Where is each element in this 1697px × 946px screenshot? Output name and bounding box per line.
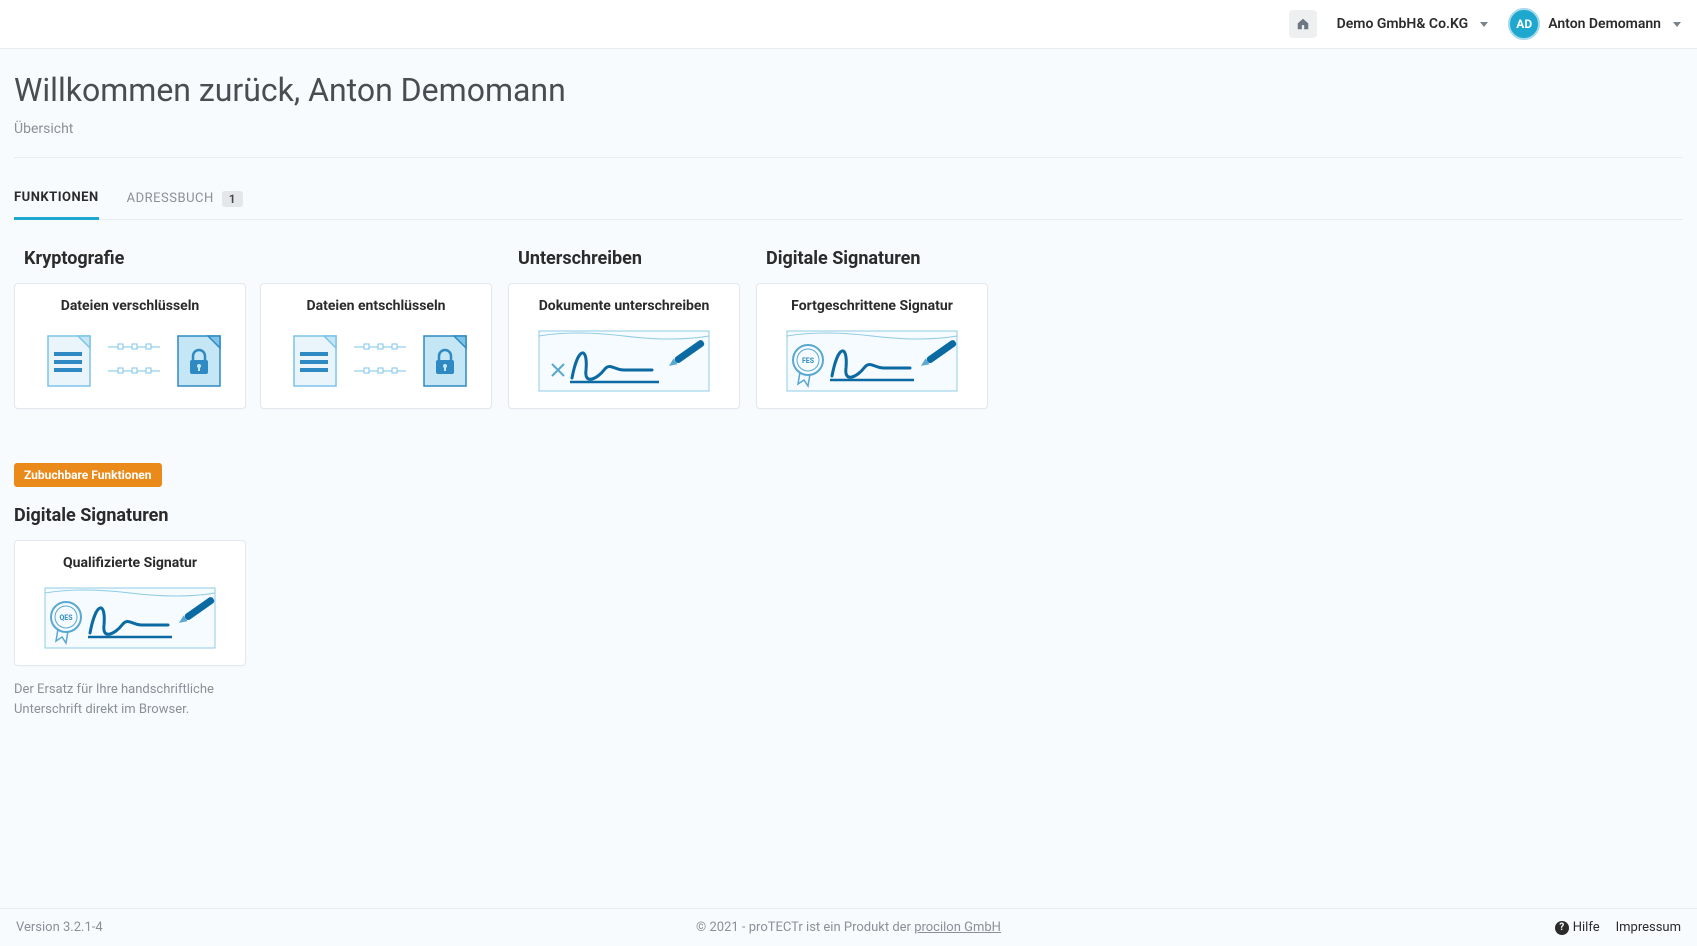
impressum-link[interactable]: Impressum (1616, 920, 1681, 935)
avatar-initials: AD (1516, 17, 1532, 31)
card-sign-document[interactable]: Dokumente unterschreiben (508, 283, 740, 409)
card-description: Der Ersatz für Ihre handschriftliche Unt… (14, 680, 246, 719)
version-text: Version 3.2.1-4 (16, 920, 103, 935)
section-digitale-signaturen: Digitale Signaturen Fortgeschrittene Sig… (756, 248, 988, 409)
card-title: Dokumente unterschreiben (539, 298, 710, 314)
user-dropdown[interactable]: AD Anton Demomann (1508, 8, 1681, 40)
help-label: Hilfe (1573, 920, 1600, 935)
tab-badge: 1 (222, 191, 243, 207)
page-subtitle: Übersicht (14, 121, 1683, 158)
tab-adressbuch[interactable]: ADRESSBUCH 1 (127, 178, 243, 219)
decrypt-icon (276, 326, 476, 396)
home-button[interactable] (1289, 10, 1317, 38)
card-title: Dateien verschlüsseln (61, 298, 200, 314)
section-title: Unterschreiben (508, 248, 740, 269)
tab-bar: FUNKTIONEN ADRESSBUCH 1 (14, 178, 1683, 220)
svg-text:FES: FES (802, 357, 815, 365)
organization-name: Demo GmbH& Co.KG (1337, 16, 1469, 32)
section-kryptografie: Kryptografie Dateien verschlüsseln (14, 248, 492, 409)
section-title: Digitale Signaturen (14, 505, 1683, 526)
help-icon: ? (1555, 921, 1569, 935)
card-encrypt[interactable]: Dateien verschlüsseln (14, 283, 246, 409)
footer: Version 3.2.1-4 © 2021 - proTECTr ist ei… (0, 908, 1697, 946)
bookable-badge: Zubuchbare Funktionen (14, 463, 162, 487)
section-title: Digitale Signaturen (756, 248, 988, 269)
home-icon (1296, 17, 1310, 31)
chevron-down-icon (1480, 22, 1488, 27)
copyright-text: © 2021 - proTECTr ist ein Produkt der pr… (696, 920, 1001, 935)
top-bar: Demo GmbH& Co.KG AD Anton Demomann (0, 0, 1697, 49)
main-content: Willkommen zurück, Anton Demomann Übersi… (0, 49, 1697, 799)
card-decrypt[interactable]: Dateien entschlüsseln (260, 283, 492, 409)
section-unterschreiben: Unterschreiben Dokumente unterschreiben (508, 248, 740, 409)
fes-signature-icon: FES (772, 326, 972, 396)
avatar: AD (1508, 8, 1540, 40)
card-title: Qualifizierte Signatur (63, 555, 197, 571)
svg-text:QES: QES (59, 614, 73, 622)
card-title: Fortgeschrittene Signatur (791, 298, 953, 314)
qes-signature-icon: QES (30, 583, 230, 653)
encrypt-icon (30, 326, 230, 396)
card-qes[interactable]: Qualifizierte Signatur QES (14, 540, 246, 666)
user-name: Anton Demomann (1548, 16, 1661, 32)
card-fes[interactable]: Fortgeschrittene Signatur FES (756, 283, 988, 409)
sections-row: Kryptografie Dateien verschlüsseln (14, 248, 1683, 409)
tab-funktionen[interactable]: FUNKTIONEN (14, 178, 99, 220)
sign-document-icon (524, 326, 724, 396)
page-title: Willkommen zurück, Anton Demomann (14, 71, 1683, 109)
card-title: Dateien entschlüsseln (307, 298, 446, 314)
organization-dropdown[interactable]: Demo GmbH& Co.KG (1337, 16, 1489, 32)
copyright-prefix: © 2021 - proTECTr ist ein Produkt der (696, 920, 914, 935)
tab-label: ADRESSBUCH (127, 191, 214, 206)
section-bookable-signaturen: Digitale Signaturen Qualifizierte Signat… (14, 505, 1683, 719)
company-link[interactable]: procilon GmbH (914, 920, 1001, 935)
tab-label: FUNKTIONEN (14, 190, 99, 205)
chevron-down-icon (1673, 22, 1681, 27)
help-link[interactable]: ? Hilfe (1555, 920, 1600, 935)
section-title: Kryptografie (14, 248, 492, 269)
